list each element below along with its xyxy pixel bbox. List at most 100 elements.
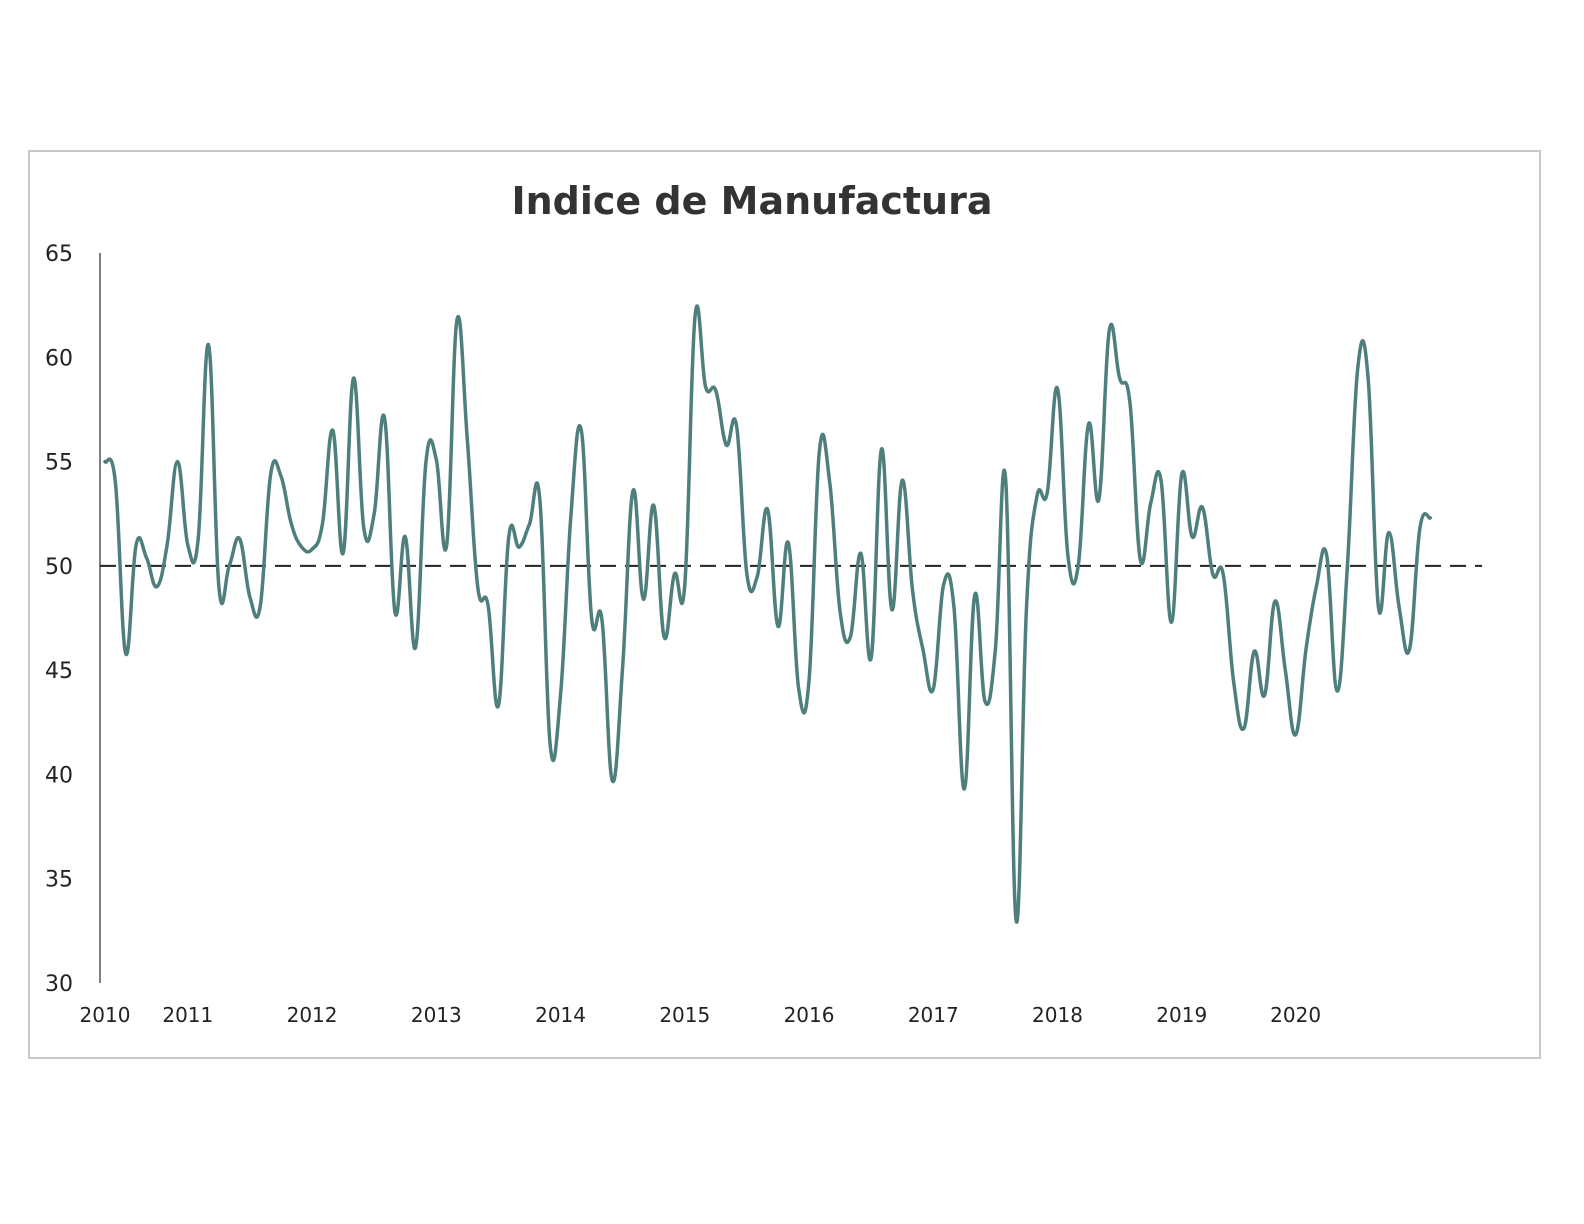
data-point-2018-09 — [1180, 472, 1184, 476]
data-point-2020-04 — [1376, 606, 1380, 610]
data-point-2015-10 — [817, 449, 821, 453]
data-point-2012-06 — [403, 535, 407, 539]
data-point-2010-10 — [196, 537, 200, 541]
data-point-2010-09 — [186, 543, 190, 547]
data-point-2011-11 — [331, 428, 335, 432]
data-point-2011-03 — [248, 595, 252, 599]
data-point-2014-01 — [600, 618, 604, 622]
data-point-2015-03 — [745, 572, 749, 576]
data-point-2020-07 — [1408, 647, 1412, 651]
chart-title: Indice de Manufactura — [511, 179, 992, 223]
data-point-2015-09 — [807, 679, 811, 683]
data-point-2013-11 — [579, 428, 583, 432]
data-point-2020-05 — [1387, 530, 1391, 534]
data-point-2017-01 — [973, 593, 977, 597]
x-tick-label-2013: 2013 — [411, 1003, 462, 1027]
data-point-2011-02 — [238, 537, 242, 541]
data-point-2010-07 — [165, 543, 169, 547]
y-tick-label-35: 35 — [45, 868, 73, 893]
data-point-2014-07 — [662, 635, 666, 639]
data-point-2012-04 — [383, 416, 387, 420]
data-point-2020-08 — [1418, 526, 1422, 530]
data-point-2012-09 — [434, 457, 438, 461]
data-point-2019-03 — [1242, 727, 1246, 731]
data-point-2012-10 — [445, 543, 449, 547]
y-tick-label-60: 60 — [45, 346, 73, 371]
data-point-2014-05 — [641, 597, 645, 601]
data-point-2015-04 — [755, 574, 759, 578]
data-point-2018-12 — [1211, 572, 1215, 576]
data-point-2017-08 — [1045, 491, 1049, 495]
data-point-2019-12 — [1335, 689, 1339, 693]
data-point-2012-02 — [362, 526, 366, 530]
data-point-2011-09 — [310, 547, 314, 551]
data-point-2011-10 — [320, 522, 324, 526]
data-point-2019-09 — [1304, 647, 1308, 651]
y-tick-label-50: 50 — [45, 555, 73, 580]
data-point-2019-05 — [1263, 693, 1267, 697]
y-tick-label-45: 45 — [45, 659, 73, 684]
data-point-2017-04 — [1004, 478, 1008, 482]
y-tick-labels: 30 35 40 45 50 55 60 65 — [45, 242, 73, 997]
data-point-2010-02 — [113, 480, 117, 484]
data-point-2018-07 — [1159, 478, 1163, 482]
y-tick-label-55: 55 — [45, 451, 73, 476]
data-point-2018-04 — [1128, 401, 1132, 405]
x-tick-labels: 2010 2011 2012 2013 2014 2015 2016 2017 2018 2019… — [80, 1003, 1322, 1027]
data-point-2012-11 — [455, 318, 459, 322]
data-point-2012-05 — [393, 610, 397, 614]
data-point-2019-02 — [1232, 679, 1236, 683]
data-point-2019-11 — [1325, 553, 1329, 557]
data-point-2014-10 — [693, 314, 697, 318]
x-tick-label-2012: 2012 — [287, 1003, 338, 1027]
data-point-2020-06 — [1397, 606, 1401, 610]
data-point-2011-07 — [289, 522, 293, 526]
data-point-2018-08 — [1169, 620, 1173, 624]
data-point-2017-12 — [1087, 422, 1091, 426]
data-point-2010-03 — [124, 651, 128, 655]
y-tick-label-40: 40 — [45, 763, 73, 788]
data-point-2011-05 — [269, 472, 273, 476]
data-point-2016-05 — [890, 608, 894, 612]
data-point-2020-09 — [1428, 516, 1432, 520]
data-point-2012-01 — [351, 376, 355, 380]
data-point-2014-11 — [703, 384, 707, 388]
data-point-2011-04 — [258, 603, 262, 607]
data-point-2013-07 — [538, 497, 542, 501]
data-point-2018-03 — [1118, 376, 1122, 380]
data-point-2018-02 — [1107, 328, 1111, 332]
data-point-2010-04 — [134, 543, 138, 547]
data-point-2020-02 — [1356, 366, 1360, 370]
x-tick-label-2020: 2020 — [1270, 1003, 1321, 1027]
data-point-2015-08 — [797, 687, 801, 691]
data-point-2015-06 — [776, 624, 780, 628]
data-point-2019-10 — [1314, 585, 1318, 589]
data-point-2012-12 — [465, 439, 469, 443]
data-point-2013-03 — [496, 704, 500, 708]
data-point-2018-11 — [1200, 505, 1204, 509]
data-point-2017-10 — [1066, 553, 1070, 557]
data-point-2018-06 — [1149, 501, 1153, 505]
data-point-2012-07 — [414, 645, 418, 649]
data-point-2017-07 — [1035, 495, 1039, 499]
data-point-2010-11 — [207, 343, 211, 347]
data-point-2016-02 — [859, 551, 863, 555]
data-point-2013-08 — [548, 743, 552, 747]
data-point-2014-12 — [714, 389, 718, 393]
data-point-2017-09 — [1056, 387, 1060, 391]
data-point-2016-06 — [900, 478, 904, 482]
data-point-2011-06 — [279, 474, 283, 478]
data-point-2012-03 — [372, 512, 376, 516]
data-points — [103, 314, 1432, 922]
data-point-2014-04 — [631, 489, 635, 493]
chart-frame — [28, 150, 1541, 1059]
data-point-2015-01 — [724, 443, 728, 447]
data-point-2011-08 — [300, 545, 304, 549]
x-tick-label-2015: 2015 — [659, 1003, 710, 1027]
data-point-2018-01 — [1097, 497, 1101, 501]
data-point-2013-06 — [527, 522, 531, 526]
data-point-2016-10 — [942, 583, 946, 587]
data-point-2014-08 — [672, 572, 676, 576]
data-point-2019-07 — [1283, 668, 1287, 672]
